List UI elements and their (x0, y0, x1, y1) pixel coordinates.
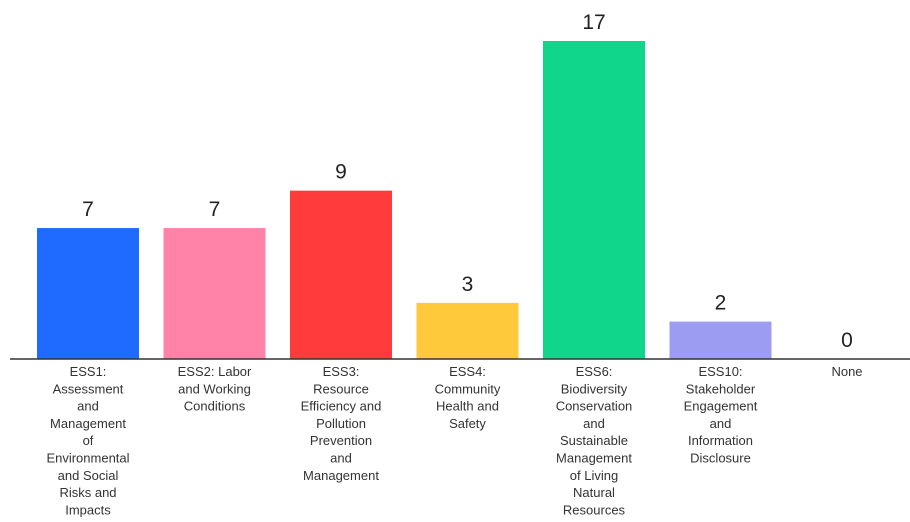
category-label-line: ESS10: (698, 364, 742, 379)
value-labels-layer: 7 7 9 3 17 2 0 (82, 11, 853, 352)
category-label-line: and Working (178, 381, 251, 396)
category-label-line: Risks and (59, 485, 116, 500)
category-label-line: Conservation (556, 399, 633, 414)
category-label-line: Prevention (310, 433, 372, 448)
category-label-line: Stakeholder (686, 381, 756, 396)
bar-5 (543, 41, 645, 359)
category-label-line: Natural (573, 485, 615, 500)
category-label-4: ESS4: Community Health and Safety (435, 364, 501, 431)
bar-6 (669, 321, 772, 359)
category-label-line: Impacts (65, 502, 111, 517)
bar-value-label-5: 17 (582, 11, 605, 34)
category-label-line: and (583, 416, 605, 431)
category-label-line: Resources (563, 502, 626, 517)
bar-1 (37, 228, 139, 359)
category-label-6: ESS10: Stakeholder Engagement and Informatio… (684, 364, 758, 466)
category-label-line: ESS4: (449, 364, 486, 379)
category-label-line: Management (50, 416, 126, 431)
category-label-7: None (831, 364, 862, 379)
category-label-5: ESS6: Biodiversity Conservation and Sustaina… (556, 364, 633, 517)
category-label-line: Environmental (46, 451, 129, 466)
category-label-line: and (77, 399, 99, 414)
bar-value-label-1: 7 (82, 198, 94, 221)
bar-value-label-3: 9 (335, 161, 347, 184)
category-label-line: and (330, 451, 352, 466)
bars-layer (37, 41, 772, 359)
category-label-line: Health and (436, 399, 499, 414)
category-label-line: Biodiversity (561, 381, 628, 396)
category-label-line: Community (435, 381, 501, 396)
bar-value-label-4: 3 (462, 273, 474, 296)
category-label-line: ESS1: (70, 364, 107, 379)
category-label-line: Sustainable (560, 433, 628, 448)
category-label-line: of Living (570, 468, 618, 483)
category-label-line: Assessment (53, 381, 124, 396)
category-label-line: and (710, 416, 732, 431)
category-label-line: ESS6: (576, 364, 613, 379)
category-label-line: and Social (58, 468, 119, 483)
category-label-line: Pollution (316, 416, 366, 431)
category-label-line: Management (303, 468, 379, 483)
category-label-line: Efficiency and (301, 399, 382, 414)
bar-value-label-6: 2 (715, 292, 727, 315)
category-label-line: Information (688, 433, 753, 448)
category-label-line: ESS2: Labor (178, 364, 252, 379)
category-label-line: None (831, 364, 862, 379)
bar-value-label-2: 7 (209, 198, 221, 221)
category-label-2: ESS2: Labor and Working Conditions (178, 364, 252, 414)
category-label-line: ESS3: (323, 364, 360, 379)
bar-value-label-7: 0 (841, 329, 853, 352)
category-label-line: Safety (449, 416, 486, 431)
bar-3 (290, 190, 392, 359)
bar-2 (163, 228, 266, 359)
category-label-line: Resource (313, 381, 369, 396)
category-label-line: Conditions (184, 399, 246, 414)
category-label-line: Disclosure (690, 451, 751, 466)
bar-4 (416, 302, 519, 359)
category-label-line: Engagement (684, 399, 758, 414)
category-label-3: ESS3: Resource Efficiency and Pollution Prev… (301, 364, 382, 483)
category-label-line: of (83, 433, 94, 448)
category-label-1: ESS1: Assessment and Management of Environmen… (46, 364, 129, 517)
category-labels-layer: ESS1: Assessment and Management of Environmen… (46, 364, 862, 517)
category-label-line: Management (556, 451, 632, 466)
